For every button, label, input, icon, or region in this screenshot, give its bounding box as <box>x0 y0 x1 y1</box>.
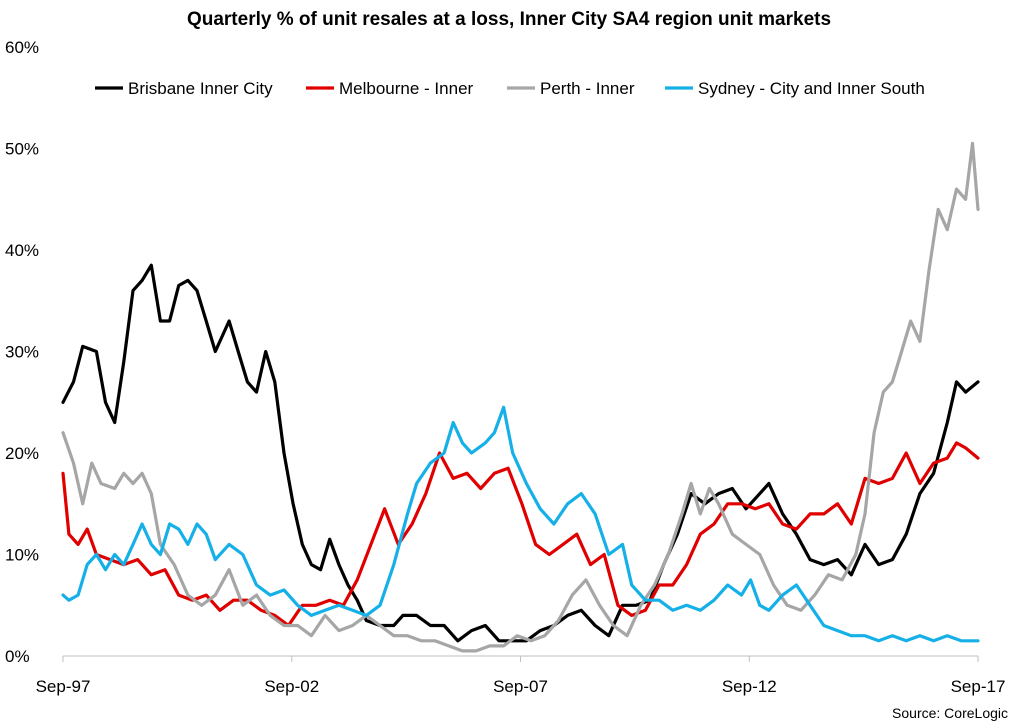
y-tick-label: 20% <box>5 444 39 463</box>
legend-label: Melbourne - Inner <box>339 79 474 98</box>
y-axis-tick-labels: 0% 10% 20% 30% 40% 50% 60% <box>5 38 39 666</box>
series-line-sydney-city-and-inner-south <box>61 405 980 643</box>
y-tick-label: 10% <box>5 546 39 565</box>
x-tick-label: Sep-17 <box>951 677 1006 696</box>
x-tick-label: Sep-97 <box>36 677 91 696</box>
x-axis-tick-marks <box>62 656 979 662</box>
series-line-perth-inner <box>61 141 980 653</box>
y-tick-label: 40% <box>5 241 39 260</box>
series-line-brisbane-inner-city <box>61 263 980 643</box>
y-tick-label: 50% <box>5 140 39 159</box>
legend-label: Perth - Inner <box>540 79 635 98</box>
x-tick-label: Sep-12 <box>722 677 777 696</box>
series-line-melbourne-inner <box>61 441 980 628</box>
legend: Brisbane Inner City Melbourne - Inner Pert… <box>95 79 925 98</box>
legend-label: Sydney - City and Inner South <box>698 79 925 98</box>
legend-label: Brisbane Inner City <box>128 79 273 98</box>
x-tick-label: Sep-02 <box>264 677 319 696</box>
x-tick-label: Sep-07 <box>493 677 548 696</box>
source-note: Source: CoreLogic <box>892 705 1008 721</box>
chart-title: Quarterly % of unit resales at a loss, I… <box>187 9 831 30</box>
y-tick-label: 60% <box>5 38 39 57</box>
series-lines <box>61 141 980 653</box>
y-tick-label: 30% <box>5 343 39 362</box>
x-axis-tick-labels: Sep-97 Sep-02 Sep-07 Sep-12 Sep-17 <box>36 677 1006 696</box>
y-tick-label: 0% <box>5 647 30 666</box>
